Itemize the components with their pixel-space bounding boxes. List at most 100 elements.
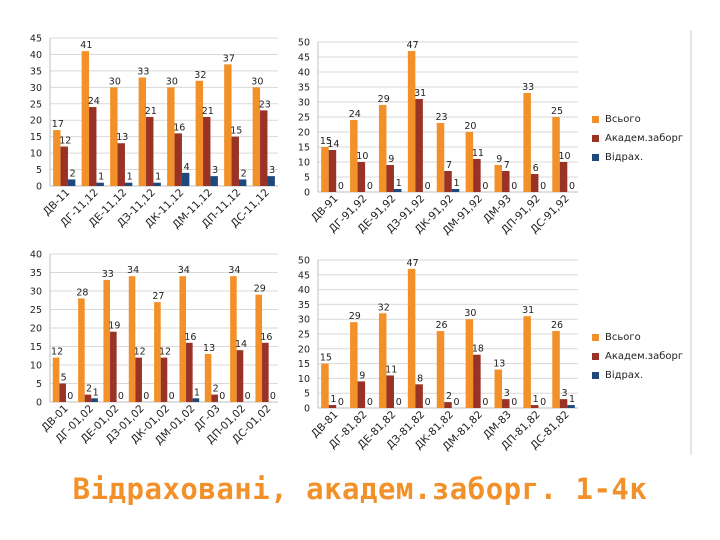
bar-0 (523, 316, 531, 408)
y-tick-label: 20 (298, 344, 310, 355)
y-tick-label: 40 (30, 250, 42, 261)
data-label: 30 (251, 76, 263, 87)
data-label: 0 (367, 397, 373, 408)
legend-item: Всього (592, 328, 683, 347)
y-tick-label: 25 (298, 330, 310, 341)
bar-1 (530, 405, 539, 408)
data-label: 11 (472, 148, 484, 159)
y-tick-label: 30 (298, 98, 310, 109)
y-tick-label: 45 (30, 34, 42, 45)
y-tick-label: 15 (30, 132, 42, 143)
bar-0 (407, 51, 416, 192)
slide-frame-line (690, 30, 692, 455)
bar-0 (128, 276, 136, 402)
chart-fourth-year: 0510152025303540455015140ДВ-9124100ДГ-91… (290, 30, 590, 245)
data-label: 10 (356, 151, 368, 162)
data-label: 0 (143, 391, 149, 402)
data-label: 28 (76, 287, 88, 298)
data-label: 30 (166, 76, 178, 87)
bar-1 (386, 375, 394, 408)
bar-1 (260, 110, 268, 186)
bar-0 (195, 80, 204, 186)
data-label: 1 (533, 394, 539, 405)
data-label: 27 (152, 291, 164, 302)
data-label: 25 (551, 106, 563, 117)
data-label: 0 (396, 397, 402, 408)
y-tick-label: 30 (298, 315, 310, 326)
y-tick-label: 0 (304, 404, 310, 415)
chart-first-year: 05101520253035404517122ДВ-1141241ДГ-11,1… (0, 30, 285, 245)
data-label: 41 (80, 40, 92, 51)
bar-2 (153, 182, 161, 186)
bar-1 (89, 107, 97, 186)
bar-0 (552, 331, 560, 408)
bar-1 (415, 99, 423, 192)
data-label: 1 (396, 178, 402, 189)
bar-2 (267, 176, 275, 186)
data-label: 0 (270, 391, 276, 402)
bar-2 (567, 405, 575, 408)
bar-1 (211, 394, 218, 402)
bar-0 (407, 268, 416, 408)
y-tick-label: 30 (30, 83, 42, 94)
data-label: 37 (223, 53, 235, 64)
data-label: 24 (88, 96, 100, 107)
data-label: 15 (230, 126, 242, 137)
data-label: 0 (367, 181, 373, 192)
data-label: 2 (213, 384, 219, 395)
y-tick-label: 15 (30, 342, 42, 353)
data-label: 8 (417, 373, 423, 384)
bar-1 (473, 354, 481, 408)
data-label: 1 (330, 394, 336, 405)
y-tick-label: 0 (36, 182, 42, 193)
data-label: 12 (159, 347, 171, 358)
data-label: 17 (52, 119, 64, 130)
bar-1 (231, 136, 239, 186)
data-label: 0 (245, 391, 251, 402)
bar-0 (255, 294, 263, 402)
bar-0 (465, 132, 474, 192)
data-label: 31 (414, 88, 426, 99)
legend-item: Відрах. (592, 148, 683, 167)
data-label: 12 (51, 347, 63, 358)
bar-1 (502, 399, 510, 408)
y-tick-label: 30 (30, 287, 42, 298)
data-label: 21 (145, 106, 157, 117)
legend-item: Відрах. (592, 366, 683, 385)
data-label: 30 (464, 308, 476, 319)
data-label: 15 (320, 136, 332, 147)
data-label: 0 (425, 397, 431, 408)
data-label: 34 (178, 265, 190, 276)
bar-0 (378, 105, 387, 192)
data-label: 0 (511, 181, 517, 192)
data-label: 2 (70, 168, 76, 179)
y-tick-label: 0 (304, 188, 310, 199)
data-label: 0 (425, 181, 431, 192)
bar-1 (203, 116, 211, 186)
data-label: 5 (61, 373, 67, 384)
data-label: 33 (102, 269, 114, 280)
data-label: 1 (569, 394, 575, 405)
bar-2 (91, 398, 98, 402)
data-label: 0 (569, 181, 575, 192)
bar-0 (52, 357, 60, 402)
bar-0 (378, 313, 387, 408)
bar-2 (393, 189, 402, 192)
y-tick-label: 20 (298, 128, 310, 139)
legend-label: Академ.заборг (605, 133, 684, 144)
bar-1 (530, 174, 539, 192)
data-label: 0 (67, 391, 73, 402)
y-tick-label: 10 (298, 158, 310, 169)
bar-1 (236, 350, 244, 402)
data-label: 1 (93, 387, 99, 398)
y-tick-label: 15 (298, 143, 310, 154)
data-label: 18 (472, 344, 484, 355)
data-label: 0 (453, 397, 459, 408)
y-tick-label: 50 (298, 256, 310, 267)
legend-item: Академ.заборг (592, 129, 683, 148)
data-label: 10 (559, 151, 571, 162)
data-label: 9 (388, 154, 394, 165)
bar-0 (154, 302, 161, 402)
bar-1 (59, 383, 66, 402)
data-label: 3 (269, 165, 275, 176)
